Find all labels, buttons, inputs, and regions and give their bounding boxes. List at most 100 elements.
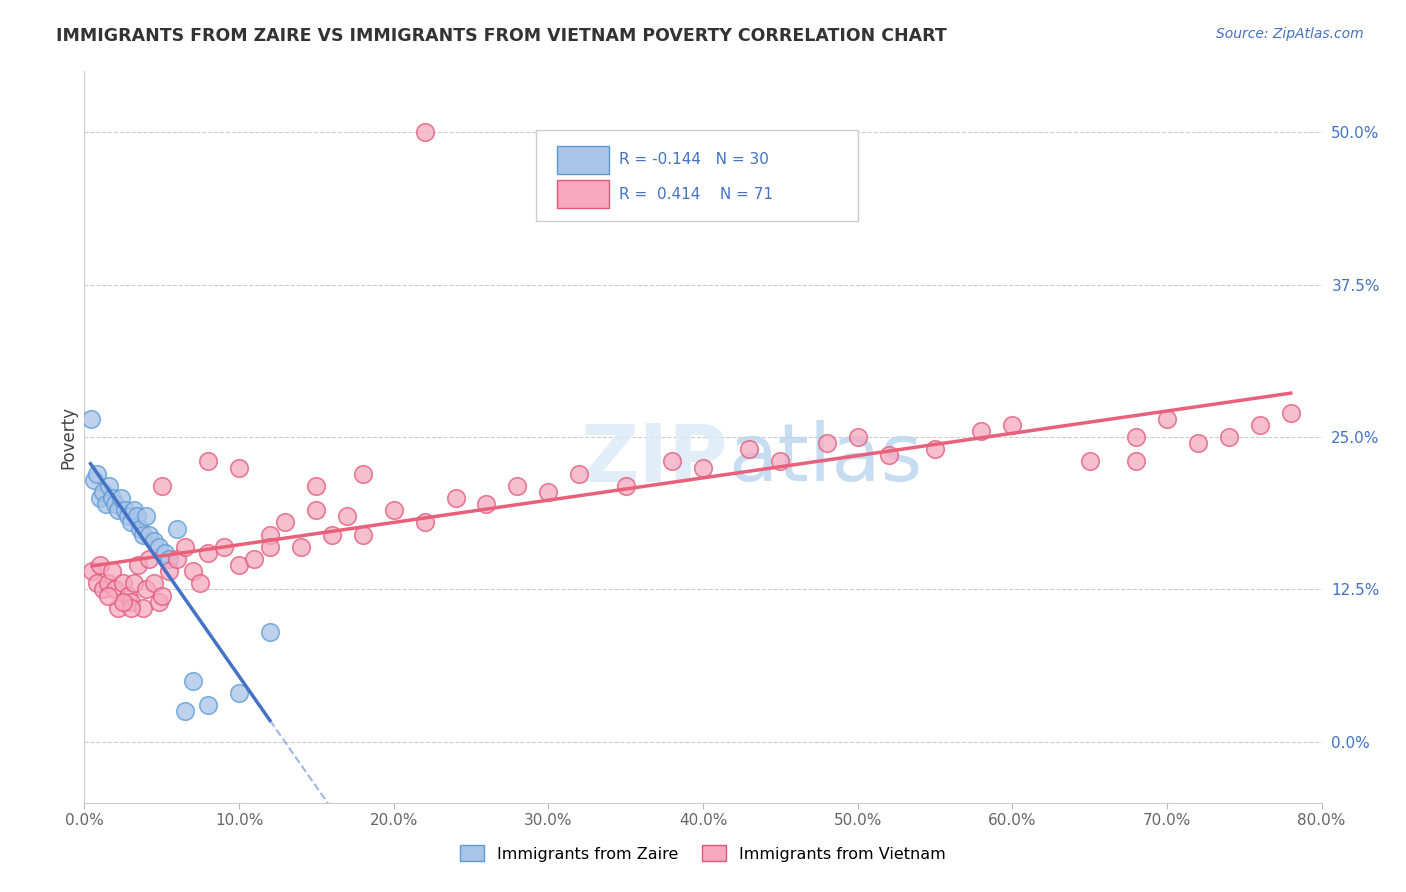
Point	[125, 509, 148, 524]
Text: Source: ZipAtlas.com: Source: ZipAtlas.com	[1216, 27, 1364, 41]
Point	[112, 594, 135, 608]
Point	[1125, 430, 1147, 444]
Bar	[557, 146, 609, 174]
Point	[321, 527, 343, 541]
Point	[692, 460, 714, 475]
Point	[212, 540, 235, 554]
Point	[537, 485, 560, 500]
Point	[143, 576, 166, 591]
Point	[110, 491, 132, 505]
Point	[1218, 430, 1240, 444]
Point	[120, 516, 142, 530]
Point	[413, 516, 436, 530]
Point	[79, 412, 101, 426]
Point	[120, 594, 142, 608]
Point	[661, 454, 683, 468]
Bar	[557, 180, 609, 208]
Text: R = -0.144   N = 30: R = -0.144 N = 30	[619, 153, 769, 168]
Point	[101, 491, 124, 505]
Point	[138, 527, 160, 541]
Point	[143, 533, 166, 548]
Point	[166, 521, 188, 535]
Point	[382, 503, 405, 517]
Point	[114, 503, 136, 517]
Point	[122, 576, 145, 591]
Point	[82, 564, 104, 578]
Point	[117, 509, 139, 524]
Point	[274, 516, 297, 530]
Point	[1279, 406, 1302, 420]
Point	[305, 503, 328, 517]
Point	[290, 540, 312, 554]
Point	[117, 589, 139, 603]
Point	[228, 460, 250, 475]
Point	[104, 497, 127, 511]
Point	[107, 600, 129, 615]
Point	[352, 527, 374, 541]
Point	[127, 558, 149, 573]
Y-axis label: Poverty: Poverty	[59, 406, 77, 468]
Point	[475, 497, 498, 511]
Point	[1125, 454, 1147, 468]
Point	[1187, 436, 1209, 450]
Point	[150, 479, 173, 493]
Point	[188, 576, 212, 591]
Point	[259, 625, 281, 640]
Point	[228, 558, 250, 573]
Point	[83, 473, 105, 487]
Point	[259, 540, 281, 554]
Text: IMMIGRANTS FROM ZAIRE VS IMMIGRANTS FROM VIETNAM POVERTY CORRELATION CHART: IMMIGRANTS FROM ZAIRE VS IMMIGRANTS FROM…	[56, 27, 948, 45]
Point	[568, 467, 591, 481]
Point	[197, 698, 219, 713]
Point	[352, 467, 374, 481]
Point	[305, 479, 328, 493]
Point	[166, 552, 188, 566]
Point	[181, 673, 204, 688]
Point	[150, 589, 173, 603]
Point	[98, 479, 121, 493]
Point	[877, 449, 900, 463]
Point	[769, 454, 792, 468]
Point	[815, 436, 838, 450]
Point	[259, 527, 281, 541]
Point	[174, 540, 197, 554]
Point	[181, 564, 204, 578]
Point	[970, 424, 993, 438]
Point	[129, 521, 152, 535]
Point	[112, 576, 135, 591]
Point	[135, 509, 157, 524]
Point	[159, 552, 180, 566]
Point	[174, 705, 197, 719]
Point	[148, 594, 170, 608]
Point	[197, 454, 219, 468]
Point	[101, 564, 124, 578]
Point	[444, 491, 467, 505]
Point	[1249, 417, 1271, 432]
Point	[148, 540, 170, 554]
Point	[96, 576, 118, 591]
Text: atlas: atlas	[728, 420, 922, 498]
Point	[243, 552, 266, 566]
Point	[614, 479, 637, 493]
Point	[506, 479, 529, 493]
Point	[846, 430, 869, 444]
Point	[228, 686, 250, 700]
Point	[924, 442, 946, 457]
Point	[197, 546, 219, 560]
Point	[1001, 417, 1024, 432]
Point	[91, 485, 114, 500]
Point	[135, 582, 157, 597]
FancyBboxPatch shape	[536, 130, 858, 221]
Point	[104, 582, 127, 597]
Point	[132, 600, 155, 615]
Point	[86, 467, 108, 481]
Point	[96, 589, 118, 603]
Point	[94, 497, 117, 511]
Point	[91, 582, 114, 597]
Point	[738, 442, 761, 457]
Point	[153, 546, 176, 560]
Point	[122, 503, 145, 517]
Text: ZIP: ZIP	[581, 420, 728, 498]
Point	[120, 600, 142, 615]
Point	[138, 552, 160, 566]
